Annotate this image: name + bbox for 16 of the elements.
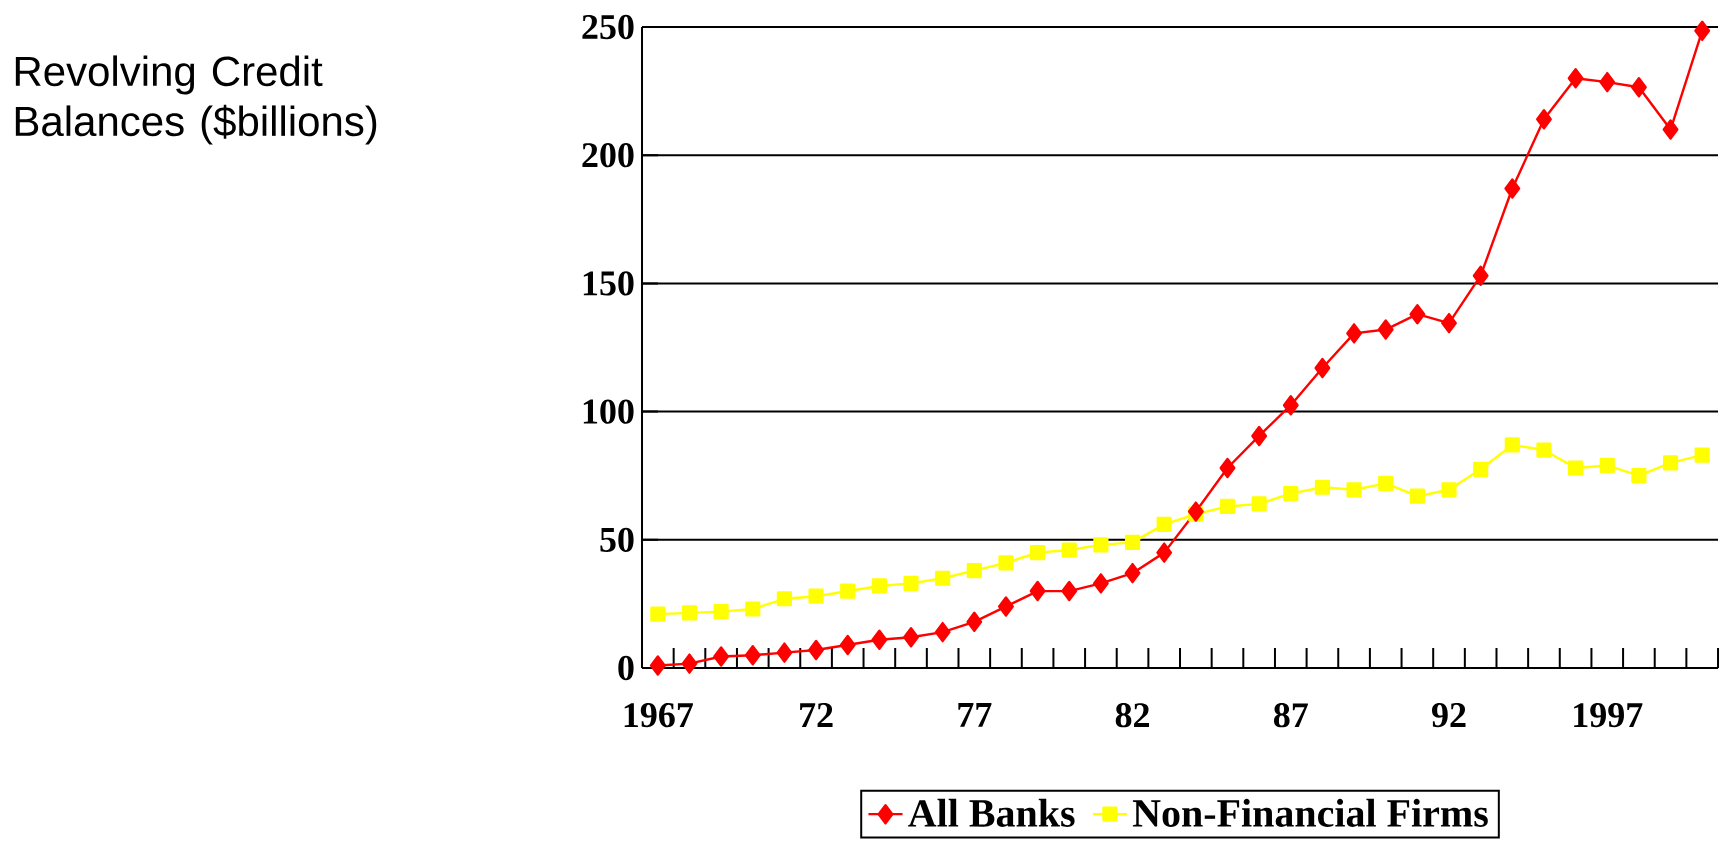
y-tick-label: 150 [583,271,634,296]
y-tick-label: 0 [618,655,634,681]
y-axis-title: Revolving Credit Balances ($billions) [15,55,377,145]
x-tick-label: 77 [958,703,992,727]
legend-label: All Banks [908,798,1075,827]
y-tick-label: 100 [583,399,634,424]
x-tick-label: 72 [800,703,833,727]
y-tick-label: 200 [582,143,634,168]
y-tick-label: 250 [582,14,634,40]
x-tick-label: 82 [1115,703,1150,728]
x-tick-label: 1967 [624,703,693,728]
x-tick-label: 87 [1273,703,1308,728]
x-tick-label: 92 [1431,703,1466,728]
y-tick-label: 50 [600,527,634,552]
x-tick-label: 1997 [1574,703,1643,728]
legend-label: Non-Financial Firms [1132,798,1488,827]
